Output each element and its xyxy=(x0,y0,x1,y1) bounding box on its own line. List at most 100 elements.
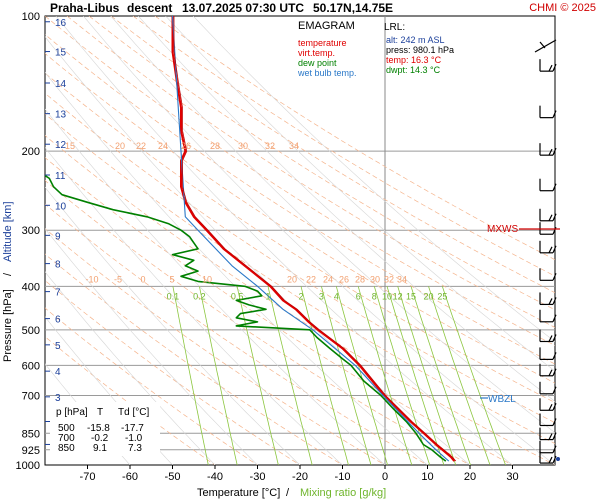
table-cell: 9.1 xyxy=(93,443,107,454)
x-tick-label: -70 xyxy=(80,471,96,483)
altitude-tick-label: 14 xyxy=(55,79,67,90)
dry-adiabat-label: 20 xyxy=(115,141,125,151)
wind-barb-feather xyxy=(552,386,557,395)
wind-barb-top-feather xyxy=(539,41,546,49)
copyright-label: CHMI © 2025 xyxy=(529,2,596,14)
mode-label: descent xyxy=(127,1,172,15)
wind-barb xyxy=(539,222,557,235)
wind-barb xyxy=(539,240,557,254)
mixing-ratio-line xyxy=(428,286,491,465)
wind-barb-feather xyxy=(552,273,557,281)
mixing-ratio-label: 10 xyxy=(382,291,392,301)
wind-barb-feather xyxy=(552,368,557,377)
dry-adiabat-line xyxy=(45,16,555,346)
dry-adiabat-line xyxy=(45,33,555,365)
wbzl-label: WBZL xyxy=(488,394,516,405)
moist-adiabat-line xyxy=(45,147,343,465)
x-tick-label: 0 xyxy=(382,471,388,483)
lrl-temperature: temp: 16.3 °C xyxy=(386,55,442,65)
moist-adiabat-line xyxy=(45,108,386,465)
table-cell: 700 xyxy=(58,433,75,444)
mixing-ratio-label: 4 xyxy=(334,291,339,301)
wind-barb xyxy=(539,292,557,306)
dry-adiabat-label: 30 xyxy=(238,141,248,151)
dry-adiabat-line xyxy=(45,157,513,465)
wind-barb xyxy=(539,178,557,192)
wind-barb-feather xyxy=(552,226,557,235)
wind-barb-feather xyxy=(552,245,557,254)
dry-adiabat-line xyxy=(45,180,471,465)
wind-barb xyxy=(539,363,557,377)
wind-barb xyxy=(539,413,557,427)
dry-adiabat-label: 34 xyxy=(289,141,299,151)
y-tick-label: 100 xyxy=(22,11,40,23)
x-axis-title-temperature: Temperature [°C] xyxy=(197,487,280,499)
mixing-ratio-line xyxy=(321,286,372,465)
dry-adiabat-label: 15 xyxy=(65,141,75,151)
wbzl-marker: WBZL xyxy=(480,394,516,405)
lrl-box: LRL: alt: 242 m ASL press: 980.1 hPa tem… xyxy=(384,22,454,75)
wind-barb-feather xyxy=(548,64,553,72)
dry-adiabat-label: 28 xyxy=(210,141,220,151)
table-header-td: Td [°C] xyxy=(118,407,149,418)
legend-box: EMAGRAM temperature virt.temp. dew point… xyxy=(297,20,357,78)
table-cell: -1.0 xyxy=(125,433,143,444)
table-cell: -17.7 xyxy=(121,423,144,434)
lrl-pressure: press: 980.1 hPa xyxy=(386,45,454,55)
dry-adiabat-label: 26 xyxy=(339,274,349,284)
wind-barb-feather xyxy=(552,213,557,222)
lrl-title: LRL: xyxy=(384,22,405,33)
altitude-tick-label: 6 xyxy=(55,315,61,326)
x-axis-title: Temperature [°C] / Mixing ratio [g/kg] xyxy=(197,487,386,499)
x-tick-label: -40 xyxy=(207,471,223,483)
mixing-ratio-label: 0.1 xyxy=(167,291,180,301)
dry-adiabat-label: 24 xyxy=(158,141,168,151)
x-tick-label: -50 xyxy=(165,471,181,483)
series-line xyxy=(45,174,447,462)
dry-adiabat-label: 32 xyxy=(384,274,394,284)
dry-adiabat-label: 10 xyxy=(202,274,212,284)
wind-barb xyxy=(539,309,557,323)
dry-adiabat-line xyxy=(45,307,258,465)
dry-adiabat-label: 24 xyxy=(323,274,333,284)
wind-barb-feather xyxy=(552,110,557,118)
mixing-ratio-line xyxy=(410,286,471,465)
lrl-altitude: alt: 242 m ASL xyxy=(386,35,445,45)
mixing-ratio-label: 1 xyxy=(265,291,270,301)
wind-barb-feather xyxy=(552,314,557,323)
wind-barb-feather xyxy=(548,214,553,222)
y-tick-label: 1000 xyxy=(16,460,40,472)
datetime-label: 13.07.2025 07:30 UTC xyxy=(182,1,304,15)
lrl-dewpoint: dwpt: 14.3 °C xyxy=(386,65,441,75)
wind-barb xyxy=(539,440,557,454)
station-name: Praha-Libus xyxy=(50,1,120,15)
mixing-ratio-label: 8 xyxy=(372,291,377,301)
wind-barb xyxy=(539,208,557,222)
surface-wind-dot xyxy=(556,457,560,461)
altitude-tick-label: 7 xyxy=(55,288,61,299)
moist-adiabat-line xyxy=(192,16,555,343)
dry-adiabat-label: 22 xyxy=(306,274,316,284)
y-tick-label: 850 xyxy=(22,428,40,440)
wind-barb-feather xyxy=(548,456,553,464)
virtual-temp-line xyxy=(173,16,457,462)
wind-barb xyxy=(539,143,557,156)
table-header-t: T xyxy=(97,407,103,418)
dry-adiabat-label: 22 xyxy=(136,141,146,151)
x-axis-title-mixing: Mixing ratio [g/kg] xyxy=(300,487,386,499)
altitude-tick-label: 9 xyxy=(55,231,61,242)
mixing-ratio-line xyxy=(397,286,457,465)
mixing-ratio-line xyxy=(199,286,238,465)
y-tick-label: 925 xyxy=(22,445,40,457)
dry-adiabat-line xyxy=(154,16,555,261)
altitude-tick-label: 3 xyxy=(55,393,61,404)
legend-item-virt-temp: virt.temp. xyxy=(298,48,335,58)
x-axis-title-separator: / xyxy=(286,487,290,499)
legend-item-dew-point: dew point xyxy=(298,58,337,68)
wind-barb xyxy=(539,268,557,281)
wind-barb-feather xyxy=(552,63,557,72)
wind-barb-feather xyxy=(552,432,557,440)
mixing-ratio-line xyxy=(236,286,279,465)
y-tick-label: 600 xyxy=(22,360,40,372)
